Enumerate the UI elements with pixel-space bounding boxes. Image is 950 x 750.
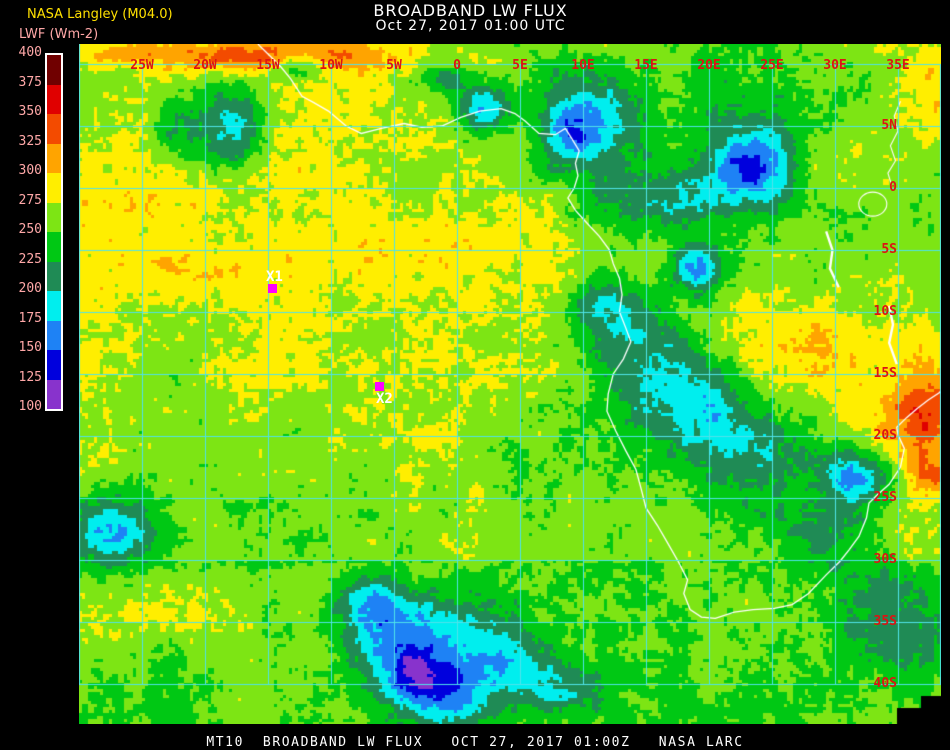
flux-map-canvas[interactable] bbox=[79, 44, 941, 724]
colorbar-tick-100: 100 bbox=[18, 399, 42, 414]
lon-label-5E: 5E bbox=[512, 58, 528, 73]
colorbar-segment-8 bbox=[47, 291, 61, 321]
lat-label-25S: 25S bbox=[873, 490, 897, 505]
lon-label-20W: 20W bbox=[193, 58, 217, 73]
colorbar-segment-0 bbox=[47, 55, 61, 85]
lat-label-5N: 5N bbox=[881, 118, 897, 133]
marker-x1-label: X1 bbox=[266, 269, 283, 285]
colorbar-tick-375: 375 bbox=[18, 74, 42, 90]
lon-label-15E: 15E bbox=[634, 58, 658, 73]
status-bar: MT10 BROADBAND LW FLUX OCT 27, 2017 01:0… bbox=[0, 724, 950, 750]
colorbar-tick-250: 250 bbox=[18, 222, 42, 237]
lat-label-35S: 35S bbox=[873, 614, 897, 629]
lon-label-10E: 10E bbox=[571, 58, 595, 73]
lat-label-20S: 20S bbox=[873, 428, 897, 443]
colorbar-tick-125: 125 bbox=[18, 369, 42, 385]
colorbar-tick-150: 150 bbox=[18, 340, 42, 355]
colorbar-tick-175: 175 bbox=[18, 310, 42, 326]
colorbar-segment-10 bbox=[47, 350, 61, 380]
colorbar-segment-2 bbox=[47, 114, 61, 144]
lat-label-30S: 30S bbox=[873, 552, 897, 567]
units-label: LWF (Wm-2) bbox=[19, 27, 99, 42]
page-subtitle: Oct 27, 2017 01:00 UTC bbox=[375, 18, 566, 34]
lon-label-30E: 30E bbox=[823, 58, 847, 73]
page-title: BROADBAND LW FLUX bbox=[373, 1, 568, 20]
colorbar-tick-300: 300 bbox=[18, 163, 42, 178]
colorbar-segment-11 bbox=[47, 379, 61, 409]
colorbar-tick-225: 225 bbox=[18, 251, 42, 267]
colorbar-tick-200: 200 bbox=[18, 281, 42, 296]
lat-label-0: 0 bbox=[889, 180, 897, 195]
lat-label-5S: 5S bbox=[881, 242, 897, 257]
lon-label-20E: 20E bbox=[697, 58, 721, 73]
colorbar-segment-1 bbox=[47, 84, 61, 114]
marker-x1-point[interactable] bbox=[268, 284, 277, 293]
marker-x2-label: X2 bbox=[376, 391, 393, 407]
status-bar-text: MT10 BROADBAND LW FLUX OCT 27, 2017 01:0… bbox=[206, 735, 744, 750]
lon-label-10W: 10W bbox=[319, 58, 343, 73]
colorbar-legend: 400 375 350 325 300 275 250 225 200 175 150 125 100 bbox=[4, 40, 66, 420]
lon-label-35E: 35E bbox=[886, 58, 910, 73]
colorbar-segment-9 bbox=[47, 320, 61, 350]
lon-label-15W: 15W bbox=[256, 58, 280, 73]
lat-label-10S: 10S bbox=[873, 304, 897, 319]
colorbar-scale bbox=[45, 53, 63, 411]
colorbar-segment-6 bbox=[47, 232, 61, 262]
colorbar-tick-400: 400 bbox=[18, 45, 42, 60]
colorbar-segment-5 bbox=[47, 202, 61, 232]
colorbar-tick-350: 350 bbox=[18, 104, 42, 119]
lon-label-5W: 5W bbox=[386, 58, 402, 73]
colorbar-segment-7 bbox=[47, 261, 61, 291]
lon-label-25E: 25E bbox=[760, 58, 784, 73]
lat-label-15S: 15S bbox=[873, 366, 897, 381]
marker-x2-point[interactable] bbox=[375, 382, 384, 391]
colorbar-segment-3 bbox=[47, 143, 61, 173]
brand-label: NASA Langley (M04.0) bbox=[27, 7, 173, 22]
colorbar-segment-4 bbox=[47, 173, 61, 203]
lat-label-40S: 40S bbox=[873, 676, 897, 691]
lon-label-25W: 25W bbox=[130, 58, 154, 73]
colorbar-tick-325: 325 bbox=[18, 133, 42, 149]
lon-label-0: 0 bbox=[453, 58, 461, 73]
colorbar-tick-275: 275 bbox=[18, 192, 42, 208]
